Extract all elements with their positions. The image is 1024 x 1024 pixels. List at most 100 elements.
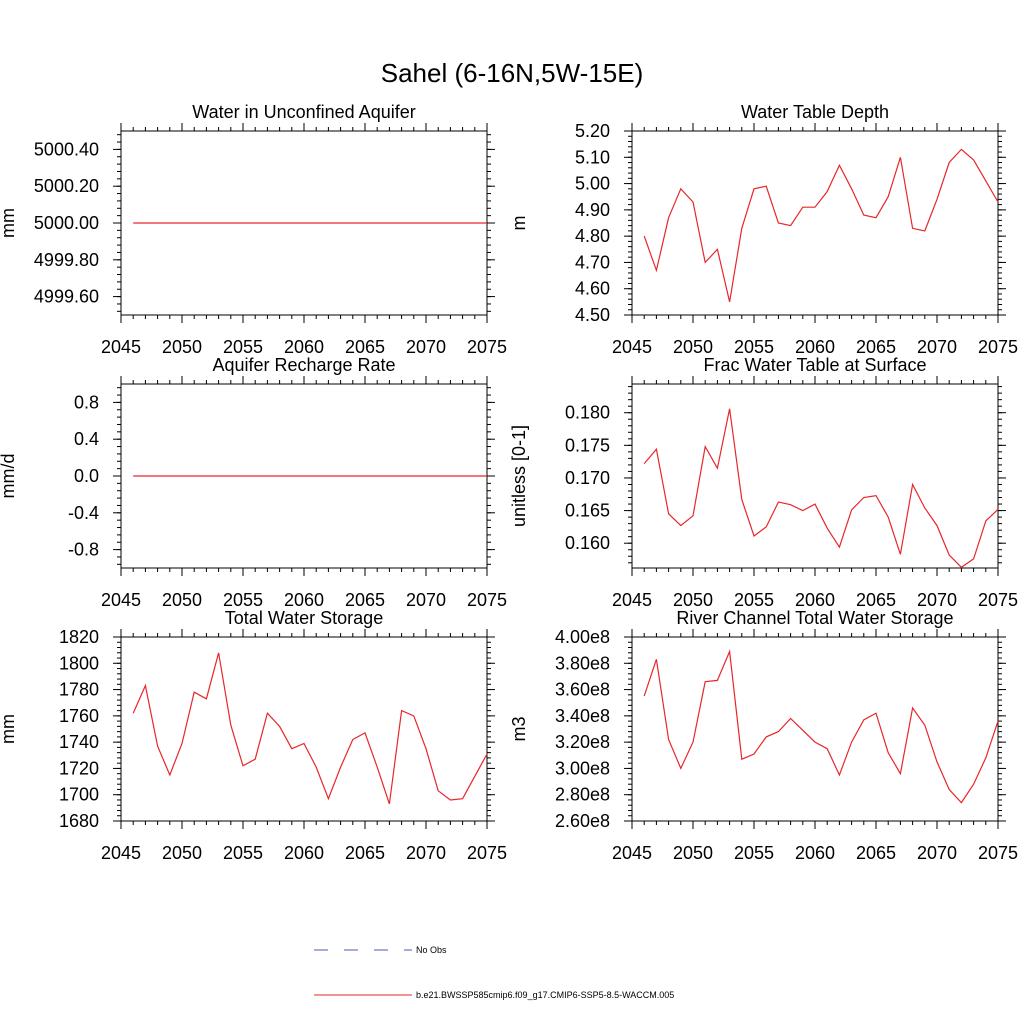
y-tick-label: 0.4 [74, 429, 99, 449]
x-tick-label: 2050 [673, 337, 713, 357]
y-tick-label: 1720 [59, 758, 99, 778]
series-line [643, 148, 999, 303]
x-tick-label: 2045 [101, 337, 141, 357]
y-tick-label: 0.160 [565, 533, 610, 553]
y-tick-label: 5.10 [575, 147, 610, 167]
series-line [643, 649, 999, 804]
x-tick-label: 2075 [978, 843, 1018, 863]
y-tick-label: 0.165 [565, 501, 610, 521]
panel-4: Frac Water Table at Surface unitless [0-1… [509, 355, 1018, 610]
panel-title: River Channel Total Water Storage [676, 608, 953, 628]
x-tick-label: 2055 [223, 337, 263, 357]
x-tick-label: 2055 [734, 843, 774, 863]
x-tick-label: 2055 [223, 843, 263, 863]
x-tick-label: 2065 [856, 337, 896, 357]
panel-3: Aquifer Recharge Rate mm/d 2045 2050 2055 206… [0, 355, 507, 610]
y-tick-label: 1680 [59, 811, 99, 831]
x-tick-label: 2045 [612, 843, 652, 863]
x-tick-label: 2075 [978, 337, 1018, 357]
x-tick-label: 2060 [795, 843, 835, 863]
y-axis-label: mm [0, 714, 18, 744]
y-tick-label: 0.0 [74, 466, 99, 486]
panel-title: Aquifer Recharge Rate [212, 355, 395, 375]
x-tick-label: 2060 [284, 843, 324, 863]
x-tick-label: 2050 [162, 590, 202, 610]
plot-frame [120, 636, 488, 822]
panel-title: Water Table Depth [741, 102, 889, 122]
x-tick-label: 2050 [162, 843, 202, 863]
y-axis-label: mm [0, 208, 18, 238]
x-tick-label: 2055 [734, 337, 774, 357]
y-tick-label: 4.00e8 [555, 627, 610, 647]
x-tick-label: 2070 [406, 590, 446, 610]
y-tick-label: 5000.40 [34, 139, 99, 159]
x-tick-label: 2070 [917, 843, 957, 863]
y-tick-label: 5000.20 [34, 176, 99, 196]
x-tick-label: 2055 [223, 590, 263, 610]
y-axis-label: unitless [0-1] [509, 425, 529, 527]
y-tick-label: 3.20e8 [555, 732, 610, 752]
legend-label-no-obs: No Obs [416, 945, 447, 955]
panel-5: Total Water Storage mm 2045 2050 2055 2060 206… [0, 608, 507, 863]
y-tick-label: 4.70 [575, 252, 610, 272]
y-tick-label: 1820 [59, 627, 99, 647]
x-tick-label: 2065 [345, 337, 385, 357]
x-tick-label: 2075 [978, 590, 1018, 610]
y-tick-label: 3.80e8 [555, 653, 610, 673]
x-tick-label: 2045 [612, 590, 652, 610]
plot-frame [631, 636, 999, 822]
panel-title: Frac Water Table at Surface [703, 355, 926, 375]
y-tick-label: 4999.80 [34, 250, 99, 270]
x-tick-label: 2065 [345, 843, 385, 863]
y-tick-label: 4.80 [575, 226, 610, 246]
y-tick-label: -0.8 [68, 540, 99, 560]
x-tick-label: 2075 [467, 843, 507, 863]
panel-title: Water in Unconfined Aquifer [192, 102, 415, 122]
x-tick-label: 2055 [734, 590, 774, 610]
figure-title: Sahel (6-16N,5W-15E) [381, 58, 644, 88]
legend-label-model: b.e21.BWSSP585cmip6.f09_g17.CMIP6-SSP5-8… [416, 990, 674, 1000]
y-axis-label: m [509, 216, 529, 231]
y-tick-label: 4.50 [575, 305, 610, 325]
x-tick-label: 2065 [345, 590, 385, 610]
x-tick-label: 2075 [467, 337, 507, 357]
y-tick-label: 4.90 [575, 200, 610, 220]
y-tick-label: 1760 [59, 706, 99, 726]
x-tick-label: 2065 [856, 843, 896, 863]
series-line [132, 652, 488, 805]
plot-frame [631, 130, 999, 316]
x-tick-label: 2045 [612, 337, 652, 357]
x-tick-label: 2060 [795, 590, 835, 610]
y-tick-label: 5.00 [575, 174, 610, 194]
x-tick-label: 2060 [795, 337, 835, 357]
y-tick-label: 3.40e8 [555, 706, 610, 726]
x-tick-label: 2060 [284, 590, 324, 610]
panel-2: Water Table Depth m 2045 2050 2055 2060 2065 20… [509, 102, 1018, 357]
legend: No Obs b.e21.BWSSP585cmip6.f09_g17.CMIP6… [314, 945, 674, 1000]
y-tick-label: 0.180 [565, 403, 610, 423]
x-tick-label: 2070 [917, 590, 957, 610]
x-tick-label: 2070 [406, 843, 446, 863]
series-line [643, 408, 999, 569]
y-tick-label: 0.8 [74, 392, 99, 412]
y-tick-label: 4999.60 [34, 287, 99, 307]
panel-title: Total Water Storage [225, 608, 383, 628]
y-tick-label: 2.60e8 [555, 811, 610, 831]
y-axis-label: mm/d [0, 454, 18, 499]
x-tick-label: 2045 [101, 590, 141, 610]
y-tick-label: 3.00e8 [555, 758, 610, 778]
y-tick-label: 0.175 [565, 435, 610, 455]
y-axis-label: m3 [509, 716, 529, 741]
x-tick-label: 2060 [284, 337, 324, 357]
y-tick-label: 5.20 [575, 121, 610, 141]
y-tick-label: 2.80e8 [555, 785, 610, 805]
x-tick-label: 2075 [467, 590, 507, 610]
y-tick-label: 5000.00 [34, 213, 99, 233]
y-tick-label: 1800 [59, 653, 99, 673]
y-tick-label: -0.4 [68, 503, 99, 523]
x-tick-label: 2070 [406, 337, 446, 357]
y-tick-label: 4.60 [575, 279, 610, 299]
y-tick-label: 1700 [59, 785, 99, 805]
